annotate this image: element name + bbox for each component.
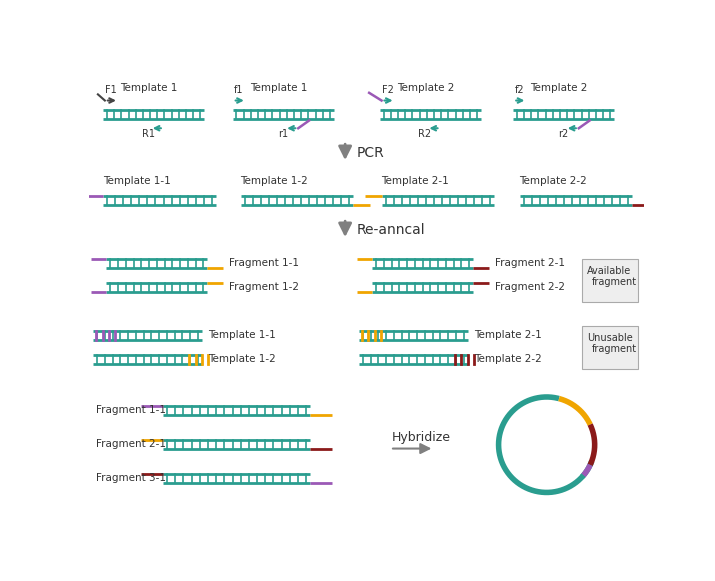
Text: r2: r2 <box>558 130 568 139</box>
Text: Fragment 2-2: Fragment 2-2 <box>495 282 565 292</box>
Text: Fragment 2-1: Fragment 2-1 <box>96 439 166 449</box>
Text: Template 2-1: Template 2-1 <box>382 175 449 186</box>
Text: R2: R2 <box>418 130 432 139</box>
Text: fragment: fragment <box>591 277 636 288</box>
Text: Template 2: Template 2 <box>397 83 455 94</box>
Text: Template 1-2: Template 1-2 <box>208 354 276 364</box>
Text: fragment: fragment <box>591 345 636 354</box>
Text: Template 2-2: Template 2-2 <box>520 175 587 186</box>
Text: Template 2-2: Template 2-2 <box>474 354 541 364</box>
Text: Template 2-1: Template 2-1 <box>474 329 541 340</box>
Text: Fragment 1-2: Fragment 1-2 <box>229 282 299 292</box>
Text: f2: f2 <box>515 85 525 95</box>
Text: R1: R1 <box>142 130 154 139</box>
Text: Fragment 2-1: Fragment 2-1 <box>495 258 565 268</box>
Text: r1: r1 <box>277 130 288 139</box>
Text: Fragment 1-1: Fragment 1-1 <box>96 405 166 415</box>
Text: Template 1-1: Template 1-1 <box>208 329 276 340</box>
Text: Re-anncal: Re-anncal <box>357 223 425 236</box>
Text: Template 1: Template 1 <box>120 83 178 94</box>
Text: Template 1-2: Template 1-2 <box>240 175 308 186</box>
Text: F2: F2 <box>382 85 393 95</box>
Text: Template 1-1: Template 1-1 <box>104 175 171 186</box>
FancyBboxPatch shape <box>582 326 638 370</box>
Text: f1: f1 <box>235 85 244 95</box>
Text: F1: F1 <box>105 85 117 95</box>
FancyBboxPatch shape <box>582 259 638 302</box>
Text: Template 1: Template 1 <box>250 83 307 94</box>
Text: Fragment 1-1: Fragment 1-1 <box>229 258 299 268</box>
Text: Fragment 3-1: Fragment 3-1 <box>96 473 166 483</box>
Text: Unusable: Unusable <box>587 333 633 343</box>
Text: Available: Available <box>587 266 631 276</box>
Text: PCR: PCR <box>357 146 385 160</box>
Text: Hybridize: Hybridize <box>392 431 450 444</box>
Text: Template 2: Template 2 <box>531 83 588 94</box>
